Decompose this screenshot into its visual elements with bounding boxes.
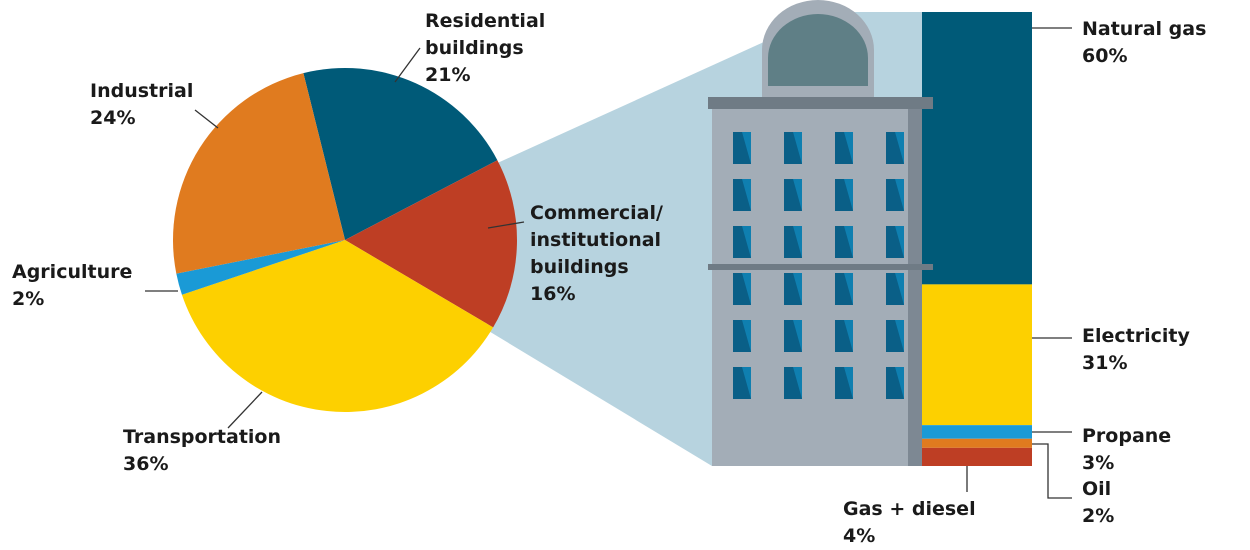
bar-segment: [922, 438, 1032, 448]
leader-lines: [145, 27, 1072, 499]
window-shade: [784, 226, 802, 258]
bar-segment: [922, 284, 1032, 426]
value-label: 2%: [1082, 505, 1115, 527]
value-label: 60%: [1082, 45, 1128, 67]
category-label: Commercial/ institutional buildings: [530, 202, 663, 278]
window-shade: [733, 367, 751, 399]
windows: [733, 132, 904, 399]
pie-slice: [176, 240, 345, 295]
label: Gas + diesel 4%: [843, 496, 976, 550]
pie: [173, 68, 517, 412]
window-shade: [733, 132, 751, 164]
window-shade: [835, 320, 853, 352]
pie-slice: [181, 240, 494, 412]
window-shade: [886, 179, 904, 211]
label: Agriculture 2%: [12, 259, 132, 313]
window-shade: [835, 179, 853, 211]
window-shade: [733, 320, 751, 352]
label: Electricity 31%: [1082, 323, 1190, 377]
category-label: Residential buildings: [425, 10, 546, 59]
window-shade: [733, 179, 751, 211]
window-shade: [886, 273, 904, 305]
window-shade: [784, 132, 802, 164]
bar-segment: [922, 12, 1032, 285]
label: Natural gas 60%: [1082, 16, 1206, 70]
window-shade: [784, 367, 802, 399]
category-label: Industrial: [90, 80, 194, 102]
window-shade: [784, 179, 802, 211]
value-label: 36%: [123, 453, 169, 475]
window-shade: [886, 367, 904, 399]
window-shade: [733, 226, 751, 258]
pie-slice: [303, 68, 498, 240]
label: Oil 2%: [1082, 476, 1114, 530]
category-label: Natural gas: [1082, 18, 1207, 40]
stacked-bar: [922, 12, 1032, 466]
pie-slice: [173, 73, 345, 274]
window-shade: [886, 132, 904, 164]
label: Commercial/ institutional buildings 16%: [530, 200, 663, 308]
value-label: 4%: [843, 525, 876, 547]
bar-segment: [922, 447, 1032, 466]
window-shade: [886, 226, 904, 258]
label: Residential buildings 21%: [425, 8, 545, 89]
window-shade: [886, 320, 904, 352]
window-shade: [835, 367, 853, 399]
value-label: 21%: [425, 64, 471, 86]
bar-segment: [922, 425, 1032, 439]
window-shade: [784, 273, 802, 305]
category-label: Transportation: [123, 426, 282, 448]
label: Propane 3%: [1082, 423, 1171, 477]
label: Industrial 24%: [90, 78, 193, 132]
value-label: 16%: [530, 283, 576, 305]
window-shade: [835, 132, 853, 164]
window-shade: [733, 273, 751, 305]
category-label: Agriculture: [12, 261, 133, 283]
window-shade: [784, 320, 802, 352]
category-label: Electricity: [1082, 325, 1190, 347]
category-label: Propane: [1082, 425, 1172, 447]
pie-slice: [345, 160, 517, 328]
category-label: Oil: [1082, 478, 1112, 500]
value-label: 3%: [1082, 452, 1115, 474]
value-label: 24%: [90, 107, 136, 129]
value-label: 2%: [12, 288, 45, 310]
window-shade: [835, 226, 853, 258]
window-shade: [835, 273, 853, 305]
value-label: 31%: [1082, 352, 1128, 374]
label: Transportation 36%: [123, 424, 281, 478]
category-label: Gas + diesel: [843, 498, 976, 520]
